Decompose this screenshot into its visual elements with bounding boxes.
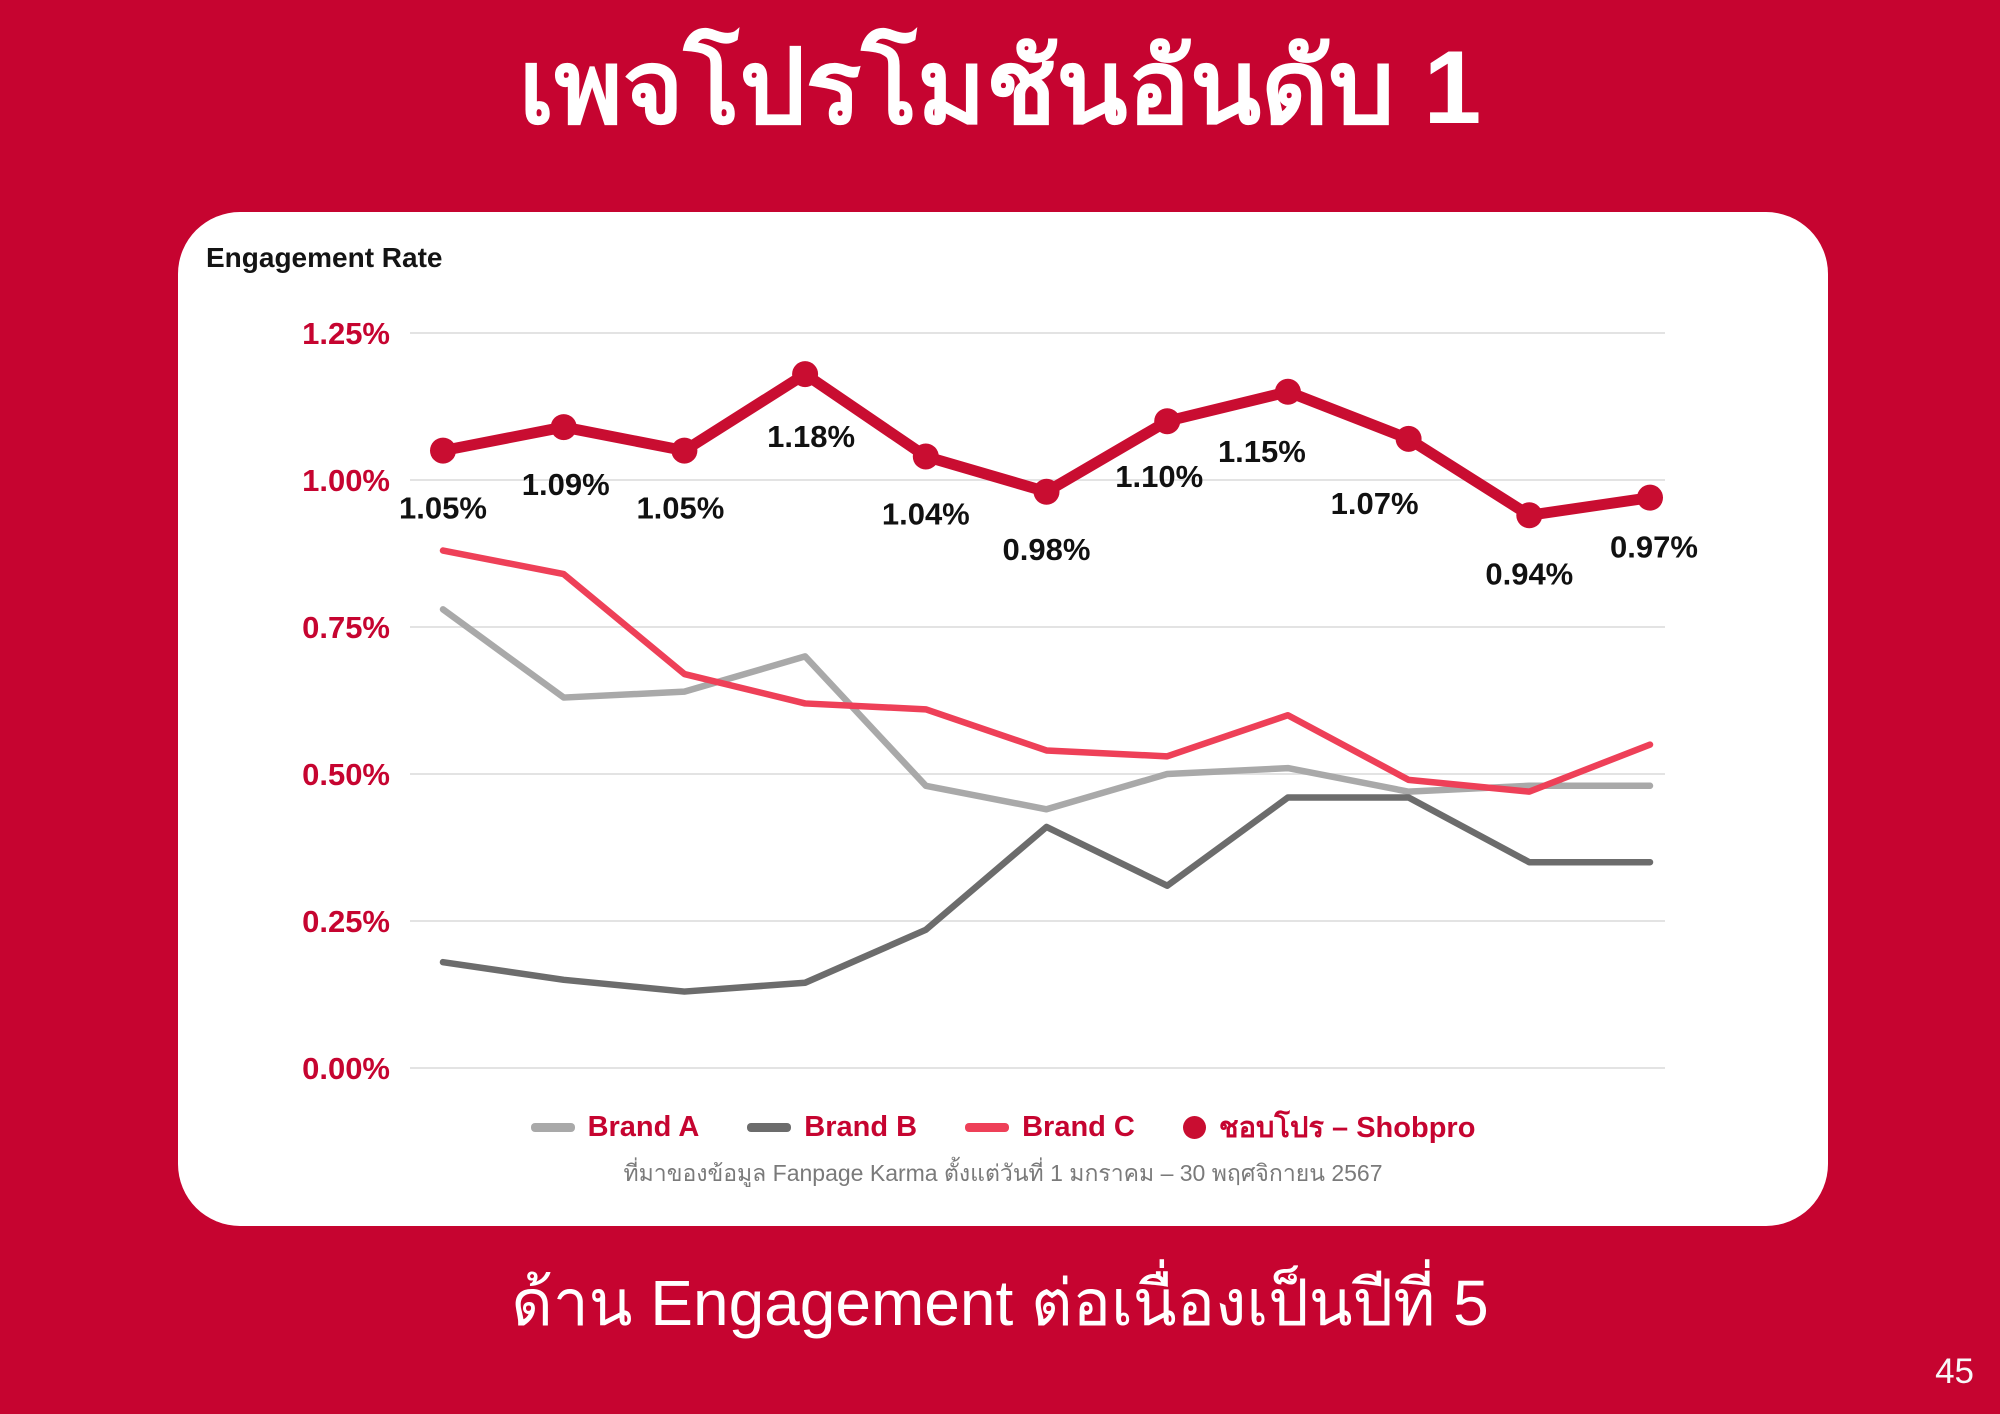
series-line-brand-c: [439, 547, 1654, 795]
data-point: [1637, 484, 1663, 511]
legend-dash-icon: [965, 1122, 1010, 1132]
chart-card: 1.25% 1.00% 0.75% 0.50% 0.25% 0.00% 1.05% 1.09%…: [178, 212, 1828, 1226]
source-note: ที่มาของข้อมูล Fanpage Karma ตั้งแต่วันท…: [623, 1160, 1383, 1186]
y-axis-tick-label: 0.50%: [302, 757, 390, 792]
data-point: [671, 437, 698, 464]
data-label: 0.97%: [1610, 530, 1698, 565]
data-point: [912, 443, 939, 470]
legend-label: Brand A: [587, 1110, 700, 1143]
data-label: 1.05%: [636, 491, 724, 526]
engagement-line-chart: 1.25% 1.00% 0.75% 0.50% 0.25% 0.00% 1.05% 1.09%…: [302, 316, 1698, 1086]
legend-label: ชอบโปร – Shobpro: [1218, 1112, 1476, 1144]
legend-dot-icon: [1182, 1115, 1206, 1139]
data-point: [1395, 425, 1422, 452]
series-line-brand-b: [439, 794, 1654, 995]
y-axis-tick-label: 0.75%: [302, 610, 390, 645]
data-label: 1.05%: [399, 491, 487, 526]
data-label: 1.09%: [522, 467, 610, 502]
chart-legend: Brand A Brand B Brand C ชอบโปร – Shobpro: [178, 1104, 1828, 1150]
data-point: [792, 361, 819, 388]
series-line-brand-a: [439, 606, 1654, 813]
page-number: 45: [1935, 1352, 1974, 1391]
legend-label: Brand C: [1022, 1110, 1135, 1143]
y-axis-tick-label: 1.25%: [302, 316, 390, 351]
page-subtitle: ด้าน Engagement ต่อเนื่องเป็นปีที่ 5: [511, 1267, 1489, 1339]
legend-item-3: Brand C: [965, 1111, 1135, 1144]
data-label: 1.10%: [1115, 459, 1203, 494]
data-point: [1033, 478, 1060, 505]
data-point: [1274, 378, 1301, 405]
data-label: 1.07%: [1331, 486, 1419, 521]
legend-item-1: Brand A: [530, 1110, 700, 1144]
y-axis-tick-label: 1.00%: [302, 463, 390, 498]
y-axis-tick-label: 0.00%: [302, 1051, 390, 1086]
y-axis-tick-label: 0.25%: [302, 904, 390, 939]
data-point: [550, 414, 577, 441]
data-point: [430, 437, 456, 464]
data-point: [1516, 502, 1543, 529]
chart-title: Engagement Rate: [206, 242, 443, 273]
legend-label: Brand B: [804, 1110, 918, 1143]
data-label: 0.98%: [1003, 532, 1091, 567]
data-label: 1.04%: [882, 496, 970, 531]
legend-item-2: Brand B: [747, 1111, 917, 1144]
legend-item-4: ชอบโปร – Shobpro: [1182, 1104, 1476, 1150]
page-title: เพจโปรโมชันอันดับ 1: [518, 30, 1482, 146]
legend-dash-icon: [530, 1122, 575, 1132]
data-label: 0.94%: [1485, 556, 1573, 591]
data-label: 1.15%: [1218, 434, 1306, 469]
legend-dash-icon: [747, 1122, 792, 1132]
data-point: [1154, 408, 1181, 435]
data-label: 1.18%: [767, 419, 855, 454]
